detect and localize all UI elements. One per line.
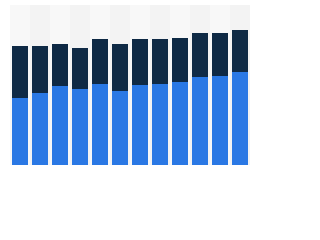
bar-segment [112,44,128,91]
bar-segment [152,39,168,84]
bar-segment [32,46,48,93]
bar-segment [72,48,88,89]
bar-segment [172,38,188,82]
bar-segment [32,93,48,165]
bar-segment [72,89,88,165]
bar-segment [212,33,228,76]
bar-segment [192,33,208,77]
bar-segment [172,82,188,165]
bar-segment [12,46,28,98]
bar-segment [132,85,148,165]
bar-segment [92,84,108,165]
bar-segment [132,39,148,85]
bar-segment [92,39,108,84]
bar-segment [152,84,168,165]
bar-segment [192,77,208,165]
bar-segment [212,76,228,165]
bar-segment [12,98,28,165]
chart [12,5,250,165]
bar-segment [232,30,248,72]
bar-segment [232,72,248,165]
bar-segment [112,91,128,165]
bar-segment [52,44,68,86]
bar-segment [52,86,68,165]
